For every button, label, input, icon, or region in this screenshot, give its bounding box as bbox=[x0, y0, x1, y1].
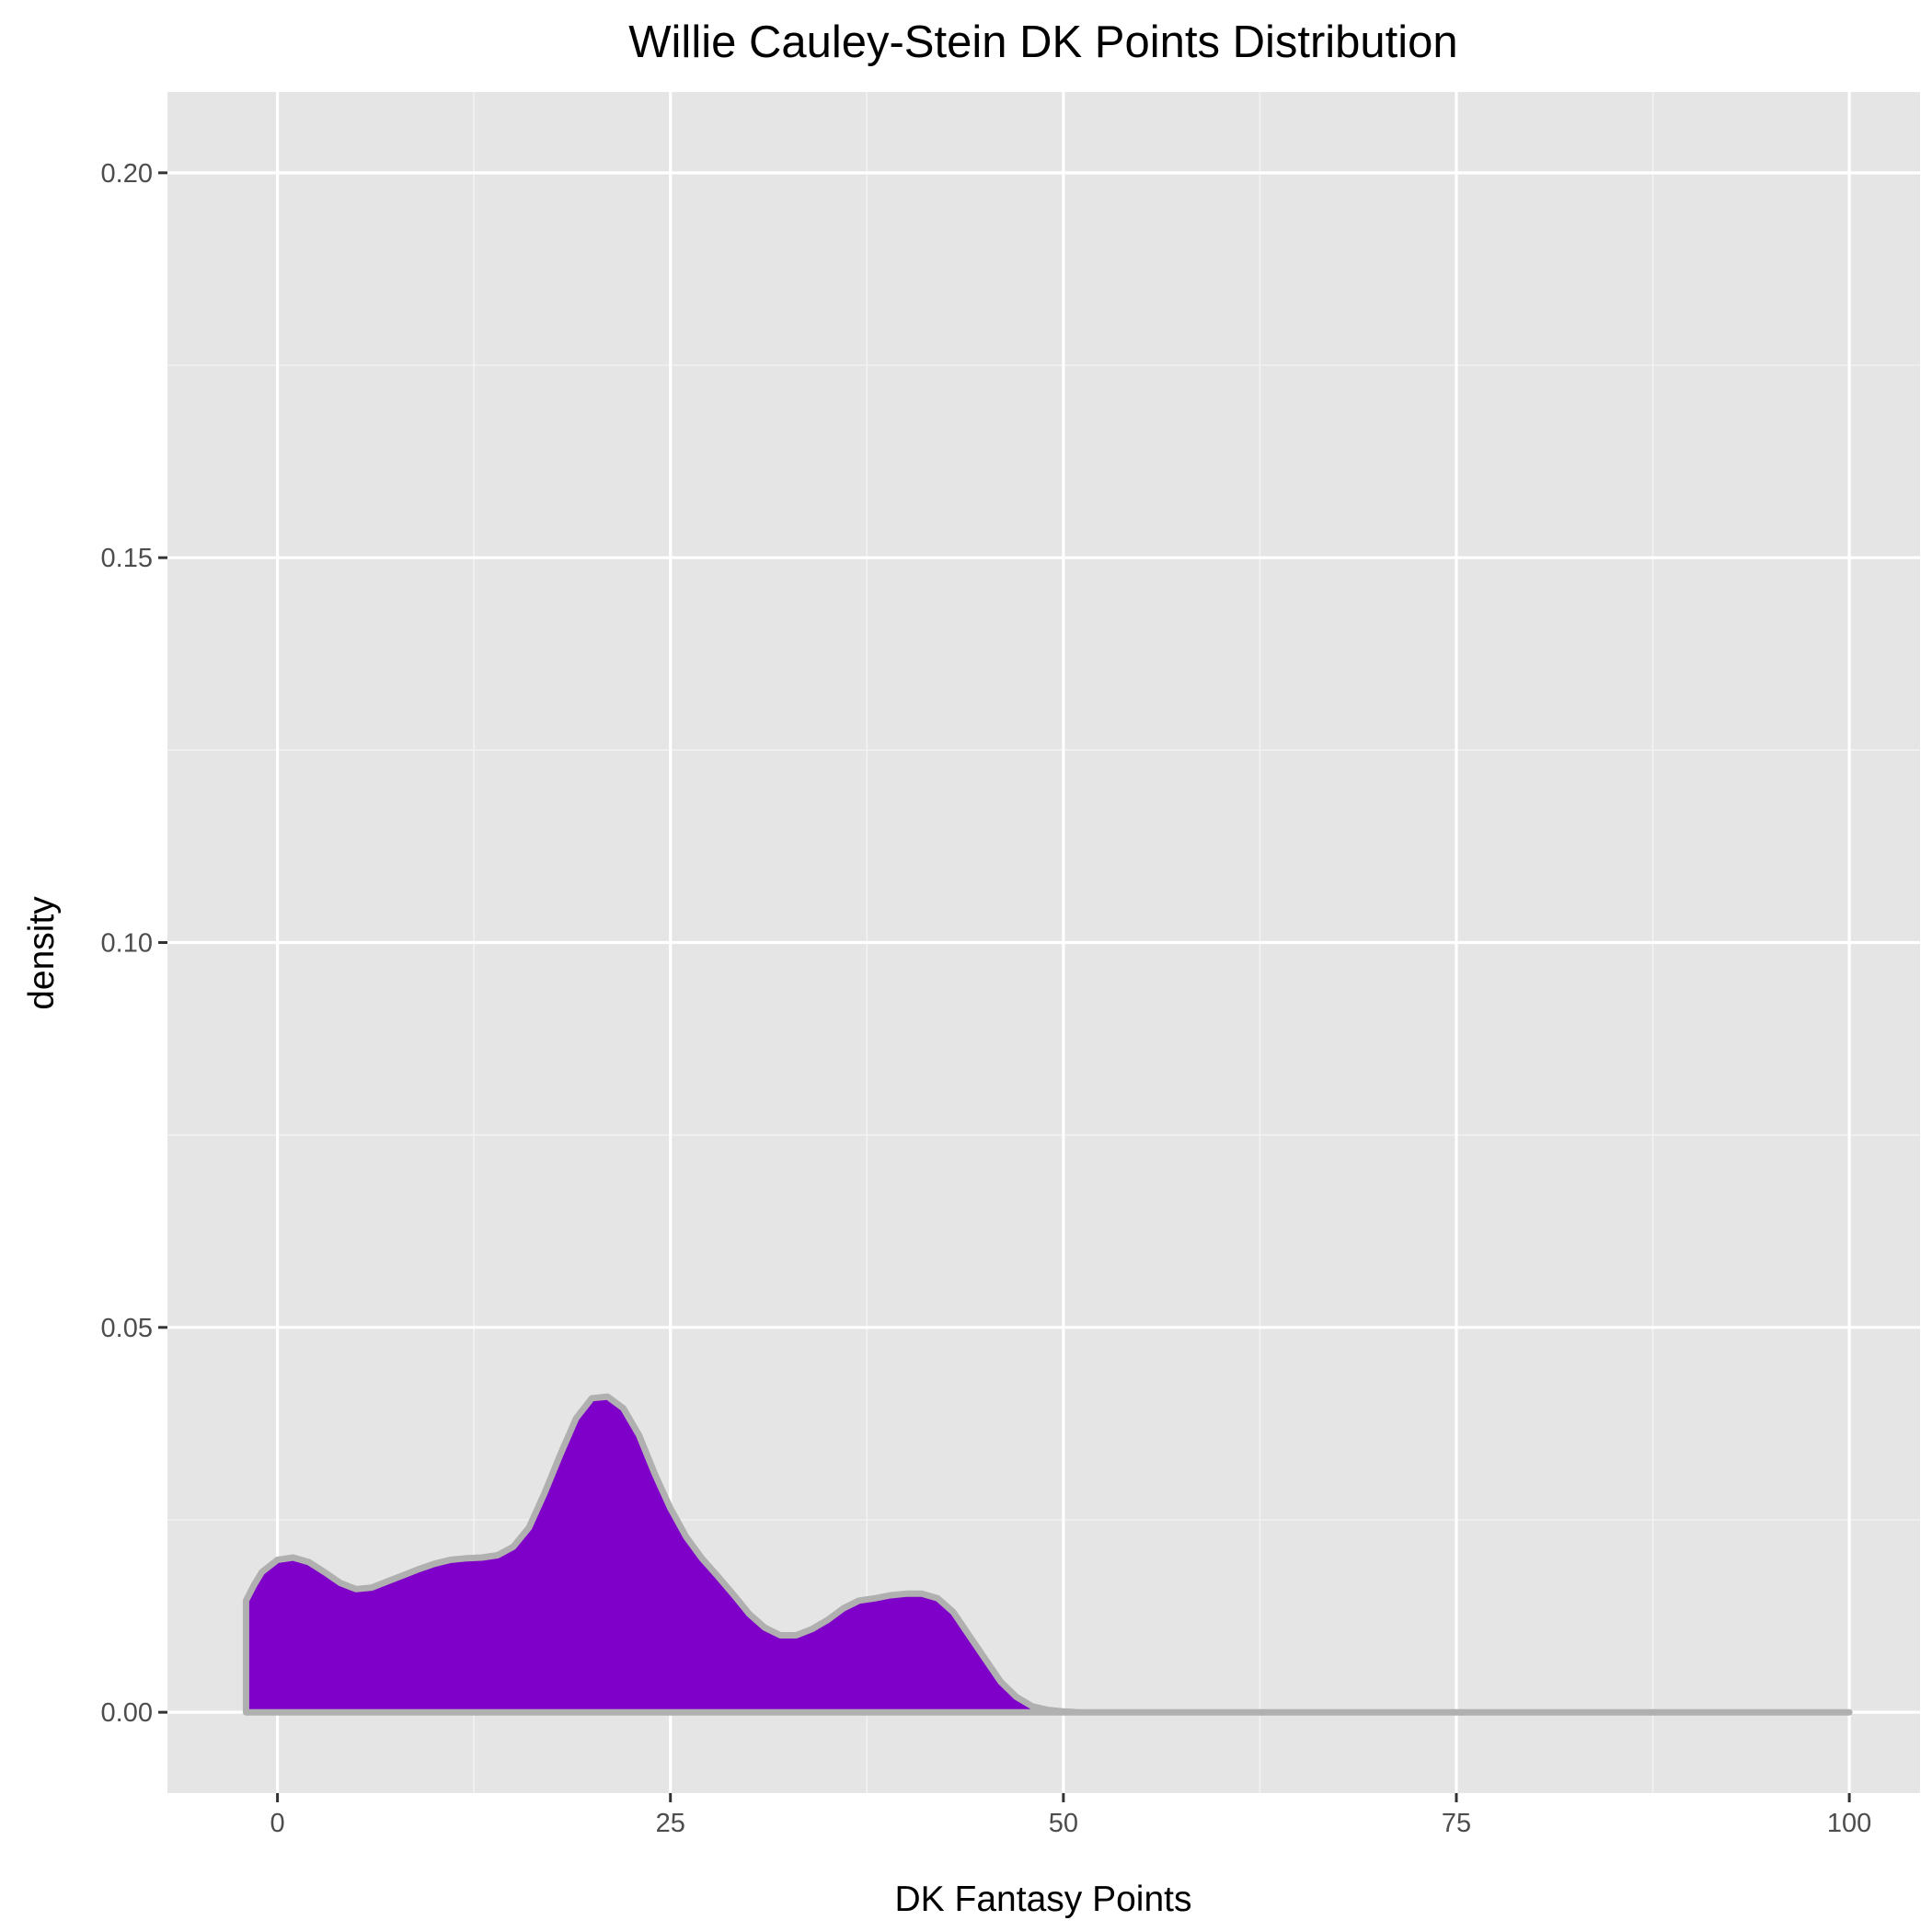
y-tick-label: 0.15 bbox=[101, 544, 153, 573]
x-tick-label: 0 bbox=[270, 1809, 285, 1838]
y-tick-label: 0.20 bbox=[101, 159, 153, 189]
y-tick-label: 0.10 bbox=[101, 929, 153, 959]
density-area-layer bbox=[242, 1393, 1853, 1716]
chart-title: Willie Cauley-Stein DK Points Distributi… bbox=[628, 17, 1457, 67]
x-axis-title: DK Fantasy Points bbox=[895, 1880, 1192, 1919]
axis-ticks bbox=[158, 171, 1851, 1802]
density-area bbox=[242, 1393, 1853, 1716]
x-tick-label: 50 bbox=[1049, 1809, 1078, 1838]
x-tick-label: 75 bbox=[1442, 1809, 1471, 1838]
y-tick-label: 0.05 bbox=[101, 1314, 153, 1343]
y-tick-label: 0.00 bbox=[101, 1698, 153, 1728]
x-tick-label: 100 bbox=[1827, 1809, 1871, 1838]
tick-labels: 0 25 50 75 100 0.00 0.05 0.10 0.15 0.20 bbox=[101, 159, 1872, 1838]
x-tick-label: 25 bbox=[656, 1809, 685, 1838]
y-axis-title: density bbox=[22, 896, 62, 1010]
